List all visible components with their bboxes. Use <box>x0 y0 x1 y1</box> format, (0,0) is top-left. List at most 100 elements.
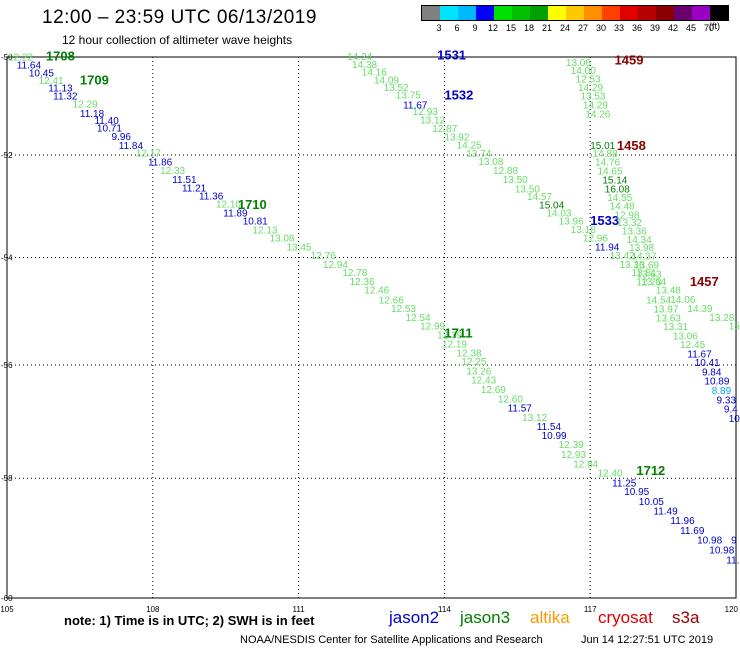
wave-height-reading: 14.09 <box>374 76 399 87</box>
wave-height-reading: 12.60 <box>498 394 523 405</box>
wave-height-reading: 13.96 <box>559 217 584 228</box>
wave-height-reading: 13.12 <box>420 116 445 127</box>
wave-height-reading: 12.40 <box>597 468 622 479</box>
wave-height-reading: 13.18 <box>571 225 596 236</box>
legend-swatch <box>638 6 656 20</box>
wave-height-reading: 11.13 <box>48 83 73 94</box>
legend-label: 33 <box>613 23 624 33</box>
wave-height-reading: 12.19 <box>442 340 467 351</box>
wave-height-reading: 8.89 <box>712 386 732 397</box>
wave-height-reading: 9.84 <box>702 368 722 379</box>
wave-height-reading: 14.65 <box>597 167 622 178</box>
legend-label: 24 <box>559 23 570 33</box>
wave-height-reading: 13.74 <box>466 149 491 160</box>
track-label: 1457 <box>690 274 719 289</box>
wave-height-reading: 14.03 <box>546 208 571 219</box>
y-tick-label: -50 <box>1 53 13 62</box>
legend-label: 42 <box>667 23 678 33</box>
wave-height-reading: 12.46 <box>364 286 389 297</box>
legend-swatch <box>512 6 530 20</box>
wave-height-reading: 14.25 <box>457 141 482 152</box>
track-label: 1533 <box>590 213 619 228</box>
page-title: 12:00 – 23:59 UTC 06/13/2019 <box>42 7 317 28</box>
wave-height-reading: 13.48 <box>656 286 681 297</box>
footer-credit: NOAA/NESDIS Center for Satellite Applica… <box>240 634 543 646</box>
wave-height-reading: 10.71 <box>97 124 122 135</box>
legend-label: 12 <box>487 23 498 33</box>
legend-label: 36 <box>631 23 642 33</box>
wave-height-reading: 13.28 <box>709 313 734 324</box>
wave-height-reading: 12.43 <box>471 375 496 386</box>
legend-swatch <box>692 6 710 20</box>
wave-height-reading: 12.17 <box>136 148 161 159</box>
wave-height-reading: 14.37 <box>632 251 657 262</box>
legend-label: 70 <box>703 23 714 33</box>
satellite-key-s3a: s3a <box>672 608 700 627</box>
wave-height-reading: 14.55 <box>607 193 632 204</box>
wave-height-reading: 13.53 <box>580 92 605 103</box>
legend-swatch <box>620 6 638 20</box>
legend-unit: (ft) <box>709 21 720 31</box>
wave-height-reading: 11.21 <box>182 183 207 194</box>
wave-height-reading: 13.50 <box>503 175 528 186</box>
wave-height-reading: 14.38 <box>352 60 377 71</box>
wave-height-reading: 13.81 <box>632 268 657 279</box>
wave-height-reading: 14.88 <box>593 149 618 160</box>
track-label: 1532 <box>444 88 473 103</box>
wave-height-reading: 12.39 <box>437 330 462 341</box>
wave-height-reading: 14.34 <box>627 235 652 246</box>
wave-height-reading: 11.86 <box>148 158 173 169</box>
wave-height-reading: 14.76 <box>595 158 620 169</box>
legend-swatch <box>566 6 584 20</box>
wave-height-reading: 13.32 <box>617 218 642 229</box>
wave-height-reading: 12.53 <box>391 304 416 315</box>
legend-swatch <box>656 6 674 20</box>
legend-swatch <box>710 6 728 20</box>
legend-swatch <box>530 6 548 20</box>
legend-swatch <box>548 6 566 20</box>
wave-height-reading: 12.93 <box>413 107 438 118</box>
wave-height-reading: 10. <box>729 414 740 425</box>
wave-height-reading: 13.52 <box>384 83 409 94</box>
wave-height-reading: 11.69 <box>680 526 705 537</box>
wave-height-reading: 15.14 <box>602 176 627 187</box>
wave-height-reading: 13.69 <box>634 260 659 271</box>
footer-timestamp: Jun 14 12:27:51 UTC 2019 <box>581 634 714 646</box>
wave-height-reading: 13.97 <box>653 304 678 315</box>
wave-height-reading: 10.81 <box>243 217 268 228</box>
legend-label: 9 <box>472 23 478 33</box>
wave-height-reading: 11.84 <box>119 141 144 152</box>
legend-label: 45 <box>685 23 696 33</box>
legend-swatch <box>494 6 512 20</box>
wave-height-reading: 14.57 <box>527 192 552 203</box>
wave-height-reading: 11.49 <box>653 506 678 517</box>
wave-height-reading: 11.57 <box>508 403 533 414</box>
track-label: 1710 <box>238 197 267 212</box>
wave-height-reading: 11.67 <box>687 349 712 360</box>
wave-height-reading: 13.26 <box>466 367 491 378</box>
wave-height-reading: 11.32 <box>53 92 78 103</box>
wave-height-reading: 13.06 <box>566 58 591 69</box>
footer-note: note: 1) Time is in UTC; 2) SWH is in fe… <box>64 613 315 628</box>
wave-height-reading: 9 <box>731 536 737 547</box>
wave-height-reading: 10.98 <box>697 536 722 547</box>
wave-height-reading: 11. <box>726 556 739 567</box>
page-subtitle: 12 hour collection of altimeter wave hei… <box>62 33 293 47</box>
wave-height-reading: 13.06 <box>673 331 698 342</box>
wave-height-reading: 15 <box>729 322 740 333</box>
wave-height-reading: 9.33 <box>717 395 737 406</box>
wave-height-reading: 11.67 <box>403 100 428 111</box>
wave-height-reading: 12.93 <box>561 450 586 461</box>
wave-height-reading: 10.99 <box>542 431 567 442</box>
legend-color-bar <box>421 5 729 21</box>
y-tick-label: -52 <box>1 151 13 160</box>
wave-height-reading: 10.89 <box>704 376 729 387</box>
wave-height-reading: 14.06 <box>670 295 695 306</box>
wave-height-reading: 9.96 <box>111 132 131 143</box>
wave-height-reading: 11.94 <box>595 242 620 253</box>
wave-height-reading: 10.41 <box>695 358 720 369</box>
wave-height-reading: 13.08 <box>269 234 294 245</box>
wave-height-reading: 12.36 <box>350 277 375 288</box>
wave-height-reading: 13.63 <box>656 314 681 325</box>
